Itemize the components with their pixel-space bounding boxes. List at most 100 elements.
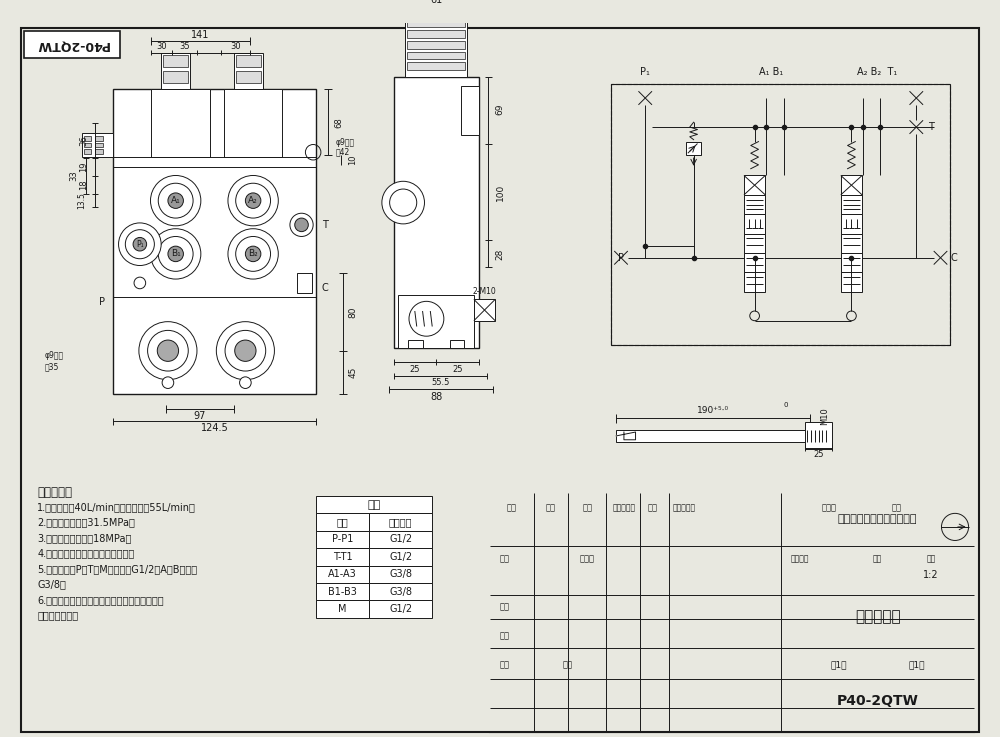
Text: 55.5: 55.5 [431,378,450,387]
Circle shape [390,189,417,216]
Bar [805,422,832,450]
Circle shape [236,237,271,271]
Bar [82,133,113,157]
Bar [407,62,465,70]
Text: C: C [950,253,957,263]
Bar [841,253,862,272]
Text: P: P [618,253,624,263]
Bar [316,531,369,548]
Polygon shape [616,432,636,440]
Bar [474,299,495,321]
Bar [151,89,210,157]
Text: 二联多路阁: 二联多路阁 [855,609,900,624]
Text: 工艺: 工艺 [500,660,510,669]
Bar [490,493,974,732]
Text: 共1张: 共1张 [831,660,847,669]
Text: P40-2QTW: P40-2QTW [837,694,919,708]
Bar [450,340,464,348]
Text: 30: 30 [157,42,167,51]
Text: 190⁺⁵⋅⁰: 190⁺⁵⋅⁰ [697,406,729,415]
Text: 第1张: 第1张 [908,660,925,669]
Text: 25: 25 [813,450,824,459]
Text: 签名: 签名 [648,503,658,512]
Text: 25: 25 [410,365,420,374]
Text: 61: 61 [430,0,442,5]
Text: 80: 80 [348,307,357,318]
Bar [369,531,432,548]
Bar [163,71,188,83]
Circle shape [245,246,261,262]
Text: T: T [928,122,934,132]
Text: 69: 69 [495,104,504,116]
Text: M10: M10 [820,408,829,425]
Bar [369,514,432,531]
Circle shape [409,301,444,336]
Bar [369,565,432,583]
Text: 28: 28 [495,248,504,259]
Bar [163,55,188,67]
Text: 审核: 审核 [500,632,510,640]
Bar [841,234,862,253]
Text: 141: 141 [191,30,210,40]
Bar [95,136,103,141]
Text: 4.各运动部分应灵活，无卡滯现象；: 4.各运动部分应灵活，无卡滯现象； [37,548,134,558]
Text: 山东奥骊液压科技有限公司: 山东奥骊液压科技有限公司 [838,514,917,524]
Text: 5.油口尺寸：P、T、M油口均为G1/2；A、B油口为: 5.油口尺寸：P、T、M油口均为G1/2；A、B油口为 [37,564,197,573]
Text: P-P1: P-P1 [332,534,353,545]
Text: φ9通孔: φ9通孔 [335,138,355,147]
Circle shape [119,223,161,265]
Bar [95,150,103,154]
Bar [113,89,316,394]
Text: 30: 30 [230,42,241,51]
Circle shape [157,340,179,361]
Text: T: T [322,220,328,230]
Text: 分区: 分区 [582,503,592,512]
Text: 19: 19 [79,161,88,172]
Text: B₁: B₁ [171,249,181,259]
Text: 更改文件号: 更改文件号 [612,503,635,512]
Text: 标准化: 标准化 [580,554,595,563]
Text: 124.5: 124.5 [201,423,228,433]
Text: P40-2QTW: P40-2QTW [35,38,109,52]
Text: 13.5: 13.5 [77,192,86,209]
Text: 版本号: 版本号 [822,503,837,512]
Text: 类型: 类型 [892,503,902,512]
Text: A₁: A₁ [171,196,181,205]
Bar [84,136,91,141]
Bar [316,601,369,618]
Text: P₁: P₁ [640,67,650,77]
Bar [407,41,465,49]
Bar [297,273,312,293]
Text: 25: 25 [452,365,463,374]
Text: 2.最大工作压力：31.5MPa；: 2.最大工作压力：31.5MPa； [37,517,135,527]
Text: 100: 100 [495,184,504,200]
Bar [686,142,701,156]
Text: 3.安全阁调定压力：18MPa；: 3.安全阁调定压力：18MPa； [37,533,132,542]
Text: 10: 10 [348,155,357,165]
Text: 97: 97 [194,411,206,421]
Bar [316,565,369,583]
Text: A₂: A₂ [248,196,258,205]
Text: 接口: 接口 [337,517,349,527]
Circle shape [158,237,193,271]
Circle shape [216,321,274,380]
Circle shape [168,246,183,262]
Circle shape [382,181,424,224]
Text: 螺紹规格: 螺紹规格 [389,517,413,527]
Text: 降42: 降42 [335,147,350,157]
Circle shape [228,175,278,226]
Text: 1:2: 1:2 [923,570,939,580]
Text: 33: 33 [70,170,79,181]
Circle shape [125,230,154,259]
Bar [841,272,862,292]
Text: 36: 36 [79,136,88,146]
Text: G1/2: G1/2 [389,552,412,562]
Bar [316,583,369,601]
Text: 35: 35 [179,42,190,51]
Text: 88: 88 [430,392,442,402]
Circle shape [240,377,251,388]
Bar [84,142,91,147]
Bar [744,175,765,195]
Bar [316,514,369,531]
Circle shape [236,184,271,218]
